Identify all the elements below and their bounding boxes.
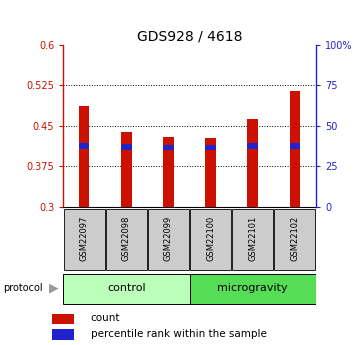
Bar [290, 143, 300, 149]
Text: percentile rank within the sample: percentile rank within the sample [91, 329, 266, 339]
Text: protocol: protocol [4, 283, 43, 293]
Bar [190, 274, 316, 304]
Bar [52, 314, 74, 324]
Bar [148, 209, 189, 270]
Bar [163, 145, 174, 150]
Bar [79, 143, 90, 149]
Bar [63, 274, 190, 304]
Text: microgravity: microgravity [217, 283, 288, 293]
Text: GSM22102: GSM22102 [290, 216, 299, 261]
Text: GSM22100: GSM22100 [206, 216, 215, 261]
Bar [247, 143, 258, 149]
Bar [274, 209, 316, 270]
Text: GSM22101: GSM22101 [248, 216, 257, 261]
Bar [121, 132, 132, 207]
Title: GDS928 / 4618: GDS928 / 4618 [137, 30, 242, 44]
Bar [232, 209, 273, 270]
Bar [205, 145, 216, 150]
Bar [290, 91, 300, 207]
Bar [163, 137, 174, 207]
Bar [64, 209, 105, 270]
Text: ▶: ▶ [49, 282, 58, 295]
Bar [79, 106, 90, 207]
Text: count: count [91, 314, 120, 323]
Text: control: control [107, 283, 145, 293]
Text: GSM22099: GSM22099 [164, 216, 173, 261]
Bar [190, 209, 231, 270]
Bar [106, 209, 147, 270]
Text: GSM22097: GSM22097 [80, 216, 89, 261]
Text: GSM22098: GSM22098 [122, 216, 131, 261]
Bar [247, 119, 258, 207]
Bar [205, 138, 216, 207]
Bar [52, 329, 74, 340]
Bar [121, 144, 132, 150]
